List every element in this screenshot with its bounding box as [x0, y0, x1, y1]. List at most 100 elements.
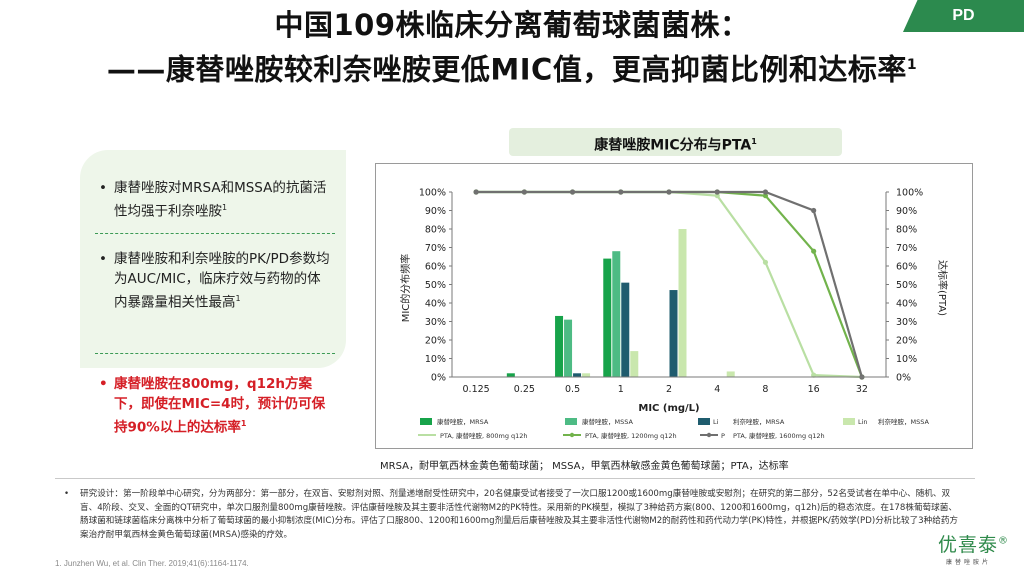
legend-label: PTA, 康替唑胺, 1200mg q12h — [585, 431, 677, 440]
abbreviations: MRSA，耐甲氧西林金黄色葡萄球菌； MSSA，甲氧西林敏感金黄色葡萄球菌；PT… — [380, 461, 789, 472]
legend-label: 康替唑胺，MSSA — [582, 417, 633, 426]
y-tick-label: 100% — [419, 188, 446, 199]
legend-label: 康替唑胺，MRSA — [437, 417, 489, 426]
legend-marker — [569, 432, 575, 438]
slide-title-line1: 中国109株临床分离葡萄球菌菌株： — [274, 8, 750, 42]
y2-axis-label: 达标率(PTA) — [936, 260, 949, 316]
x-axis-label: MIC (mg/L) — [638, 403, 699, 414]
bullet-3: • 康替唑胺在800mg，q12h方案下，即使在MIC=4时，预计仍可保持90%… — [99, 376, 326, 436]
y-tick-label: 70% — [425, 243, 446, 254]
legend-label: PTA, 康替唑胺, 800mg q12h — [440, 431, 528, 440]
x-tick-label: 0.25 — [514, 384, 535, 395]
legend-label: Lin — [858, 418, 868, 426]
y2-tick-label: 80% — [896, 225, 917, 236]
y2-tick-label: 60% — [896, 262, 917, 273]
bar — [669, 290, 678, 377]
bar — [603, 258, 612, 377]
legend-label: P — [721, 432, 725, 440]
y2-tick-label: 50% — [896, 280, 917, 291]
y2-tick-label: 90% — [896, 206, 917, 217]
bar — [678, 229, 687, 377]
x-tick-label: 32 — [856, 384, 868, 395]
y-axis-label: MIC的分布频率 — [399, 254, 412, 323]
pta-line — [476, 190, 863, 378]
bar — [621, 282, 630, 377]
pta-point — [762, 189, 769, 195]
y2-tick-label: 30% — [896, 317, 917, 328]
x-tick-label: 4 — [714, 384, 720, 395]
x-tick-label: 16 — [808, 384, 820, 395]
pta-line — [476, 190, 862, 379]
chart-frame — [375, 163, 973, 449]
legend-swatch — [420, 418, 432, 425]
pta-point — [473, 189, 479, 195]
legend-label: Li — [713, 418, 719, 426]
divider — [95, 353, 335, 354]
x-tick-label: 1 — [618, 384, 624, 395]
y-tick-label: 80% — [425, 225, 446, 236]
bar — [555, 315, 564, 377]
y2-tick-label: 0% — [896, 373, 911, 384]
bar — [582, 373, 591, 377]
reference: 1. Junzhen Wu, et al. Clin Ther. 2019;41… — [55, 559, 249, 568]
pta-point — [811, 207, 817, 214]
legend-label: PTA, 康替唑胺, 1600mg q12h — [733, 431, 825, 440]
x-tick-label: 8 — [762, 384, 768, 395]
legend-swatch — [565, 418, 577, 425]
y-tick-label: 30% — [425, 317, 446, 328]
pta-point — [666, 189, 672, 195]
pta-point — [811, 248, 817, 254]
y2-tick-label: 20% — [896, 336, 917, 347]
bar — [573, 373, 582, 377]
bullet-2: • 康替唑胺和利奈唑胺的PK/PD参数均为AUC/MIC，临床疗效与药物的体内暴… — [99, 251, 330, 311]
bullet-dot: • — [99, 251, 107, 267]
legend-swatch — [843, 418, 855, 425]
pta-point — [714, 193, 720, 199]
pta-point — [762, 193, 769, 199]
pta-point — [618, 189, 624, 195]
y2-tick-label: 10% — [896, 354, 917, 365]
pta-point — [569, 189, 576, 195]
y-tick-label: 20% — [425, 336, 446, 347]
y-tick-label: 0% — [431, 373, 446, 384]
y2-tick-label: 40% — [896, 299, 917, 310]
bullet-dot: • — [64, 489, 70, 499]
bullet-1: • 康替唑胺对MRSA和MSSA的抗菌活性均强于利奈唑胺1 — [99, 180, 327, 220]
pta-point — [811, 372, 817, 378]
bullet-1-text: 康替唑胺对MRSA和MSSA的抗菌活性均强于利奈唑胺 — [114, 180, 327, 220]
study-design: • 研究设计：第一阶段单中心研究，分为两部分：第一部分，在双盲、安慰剂对照、剂量… — [64, 488, 964, 542]
study-design-text: 研究设计：第一阶段单中心研究，分为两部分：第一部分，在双盲、安慰剂对照、剂量递增… — [80, 489, 959, 540]
divider — [95, 233, 335, 234]
bullet-dot: • — [99, 376, 108, 392]
bullet-2-text: 康替唑胺和利奈唑胺的PK/PD参数均为AUC/MIC，临床疗效与药物的体内暴露量… — [114, 251, 330, 311]
chart-header: 康替唑胺MIC分布与PTA1 — [509, 128, 842, 156]
y2-tick-label: 100% — [896, 188, 923, 199]
y2-tick-label: 70% — [896, 243, 917, 254]
pta-point — [521, 189, 527, 195]
pta-point — [714, 189, 720, 195]
bullet-3-text: 康替唑胺在800mg，q12h方案下，即使在MIC=4时，预计仍可保持90%以上… — [114, 376, 326, 436]
legend-label: 利奈唑胺，MSSA — [878, 417, 929, 426]
logo-name: 优喜泰 — [938, 534, 999, 556]
y-tick-label: 50% — [425, 280, 446, 291]
slide-title-line2: ——康替唑胺较利奈唑胺更低MIC值，更高抑菌比例和达标率1 — [106, 52, 918, 87]
logo-subtitle: 康替唑胺片 — [946, 559, 992, 566]
x-tick-label: 0.125 — [463, 384, 490, 395]
x-tick-label: 2 — [666, 384, 672, 395]
bar — [726, 371, 735, 377]
y-tick-label: 90% — [425, 206, 446, 217]
pta-point — [762, 259, 769, 265]
summary-panel — [80, 150, 346, 368]
y-tick-label: 10% — [425, 354, 446, 365]
legend-swatch — [698, 418, 710, 425]
bullet-dot: • — [99, 180, 107, 196]
bar — [630, 351, 639, 377]
y-tick-label: 40% — [425, 299, 446, 310]
y-tick-label: 60% — [425, 262, 446, 273]
legend-marker — [706, 432, 712, 438]
brand-logo: 优喜泰® 康替唑胺片 — [938, 530, 1022, 572]
bar — [564, 319, 573, 377]
pta-line — [476, 190, 863, 378]
bar — [612, 251, 621, 377]
